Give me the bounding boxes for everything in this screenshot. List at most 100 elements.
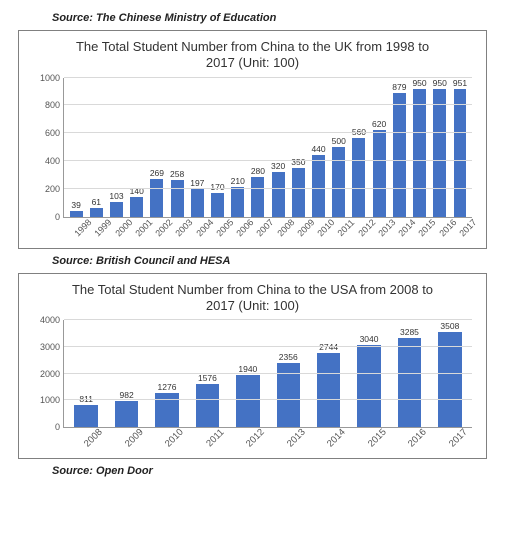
bar — [454, 89, 467, 217]
bar-wrap: 280 — [248, 78, 268, 217]
chart-uk-grid: 39 61 103 140269258 197 170 210 280320350440 500… — [63, 78, 472, 218]
source-top: Source: The Chinese Ministry of Educatio… — [52, 12, 493, 24]
bar-value-label: 951 — [453, 78, 467, 88]
bar-value-label: 950 — [433, 78, 447, 88]
y-tick-label: 1000 — [40, 395, 60, 405]
bar — [357, 345, 380, 427]
bar-wrap: 3285 — [389, 320, 429, 427]
bar-wrap: 3508 — [430, 320, 470, 427]
gridline — [64, 399, 472, 400]
chart-uk-title: The Total Student Number from China to t… — [63, 39, 443, 72]
chart-uk: The Total Student Number from China to t… — [18, 30, 487, 249]
bar-wrap: 500 — [329, 78, 349, 217]
bar-wrap: 982 — [106, 320, 146, 427]
y-tick-label: 1000 — [40, 73, 60, 83]
y-tick-label: 3000 — [40, 342, 60, 352]
bar-wrap: 879 — [389, 78, 409, 217]
bar-value-label: 1276 — [158, 382, 177, 392]
bar-wrap: 560 — [349, 78, 369, 217]
bar-wrap: 440 — [308, 78, 328, 217]
bar-value-label: 103 — [109, 191, 123, 201]
bar — [393, 93, 406, 216]
bar-wrap: 320 — [268, 78, 288, 217]
chart-uk-xlabels: 1998199920002001200220032004200520062007… — [63, 220, 472, 244]
bar — [332, 147, 345, 217]
bar-value-label: 210 — [231, 176, 245, 186]
gridline — [64, 132, 472, 133]
bar-value-label: 500 — [332, 136, 346, 146]
bar-wrap: 950 — [430, 78, 450, 217]
bar-value-label: 950 — [412, 78, 426, 88]
bar — [171, 180, 184, 216]
bar-value-label: 258 — [170, 169, 184, 179]
gridline — [64, 373, 472, 374]
bar-value-label: 280 — [251, 166, 265, 176]
bar-wrap: 210 — [228, 78, 248, 217]
chart-usa-grid: 81198212761576194023562744304032853508 0… — [63, 320, 472, 428]
chart-usa-xlabels: 2008200920102011201220132014201520162017 — [63, 430, 472, 454]
bar-wrap: 197 — [187, 78, 207, 217]
source-mid: Source: British Council and HESA — [52, 255, 493, 267]
y-tick-label: 400 — [45, 156, 60, 166]
chart-usa-bars: 811 982 1276 1576 1940 2356 2744 3040 3285 3508 — [64, 320, 472, 427]
bar — [191, 189, 204, 217]
bar-wrap: 269 — [147, 78, 167, 217]
bar-value-label: 879 — [392, 82, 406, 92]
bar-value-label: 39 — [71, 200, 80, 210]
y-tick-label: 2000 — [40, 369, 60, 379]
bar-value-label: 61 — [92, 197, 101, 207]
bar-value-label: 620 — [372, 119, 386, 129]
bar — [211, 193, 224, 217]
bar-value-label: 1576 — [198, 373, 217, 383]
y-tick-label: 200 — [45, 184, 60, 194]
gridline — [64, 346, 472, 347]
gridline — [64, 319, 472, 320]
gridline — [64, 104, 472, 105]
chart-uk-bars: 39 61 103 140269258 197 170 210 280320350440 500… — [64, 78, 472, 217]
bar — [373, 130, 386, 217]
bar-wrap: 951 — [450, 78, 470, 217]
bar-wrap: 2356 — [268, 320, 308, 427]
bar-wrap: 950 — [409, 78, 429, 217]
bar — [292, 168, 305, 217]
bar-value-label: 170 — [210, 182, 224, 192]
bar-wrap: 1940 — [228, 320, 268, 427]
bar-value-label: 2356 — [279, 352, 298, 362]
bar-wrap: 2744 — [308, 320, 348, 427]
bar-wrap: 3040 — [349, 320, 389, 427]
chart-usa-title: The Total Student Number from China to t… — [63, 282, 443, 315]
chart-usa: The Total Student Number from China to t… — [18, 273, 487, 460]
bar-wrap: 620 — [369, 78, 389, 217]
bar-value-label: 197 — [190, 178, 204, 188]
bar-wrap: 350 — [288, 78, 308, 217]
y-tick-label: 4000 — [40, 315, 60, 325]
source-bottom: Source: Open Door — [52, 465, 493, 477]
bar-wrap: 140 — [127, 78, 147, 217]
bar-wrap: 258 — [167, 78, 187, 217]
bar-wrap: 1576 — [187, 320, 227, 427]
bar — [317, 353, 340, 427]
bar — [433, 89, 446, 217]
bar-wrap: 39 — [66, 78, 86, 217]
bar — [272, 172, 285, 217]
bar-wrap: 170 — [207, 78, 227, 217]
bar-wrap: 103 — [106, 78, 126, 217]
bar-wrap: 811 — [66, 320, 106, 427]
y-tick-label: 0 — [55, 422, 60, 432]
bar — [231, 187, 244, 216]
bar — [352, 138, 365, 216]
bar-value-label: 3508 — [440, 321, 459, 331]
bar — [312, 155, 325, 217]
y-tick-label: 0 — [55, 212, 60, 222]
bar-wrap: 61 — [86, 78, 106, 217]
bar-value-label: 982 — [120, 390, 134, 400]
bar-value-label: 2744 — [319, 342, 338, 352]
bar-wrap: 1276 — [147, 320, 187, 427]
bar — [413, 89, 426, 217]
bar-value-label: 3285 — [400, 327, 419, 337]
y-tick-label: 600 — [45, 128, 60, 138]
gridline — [64, 188, 472, 189]
gridline — [64, 160, 472, 161]
gridline — [64, 77, 472, 78]
bar — [236, 375, 259, 427]
